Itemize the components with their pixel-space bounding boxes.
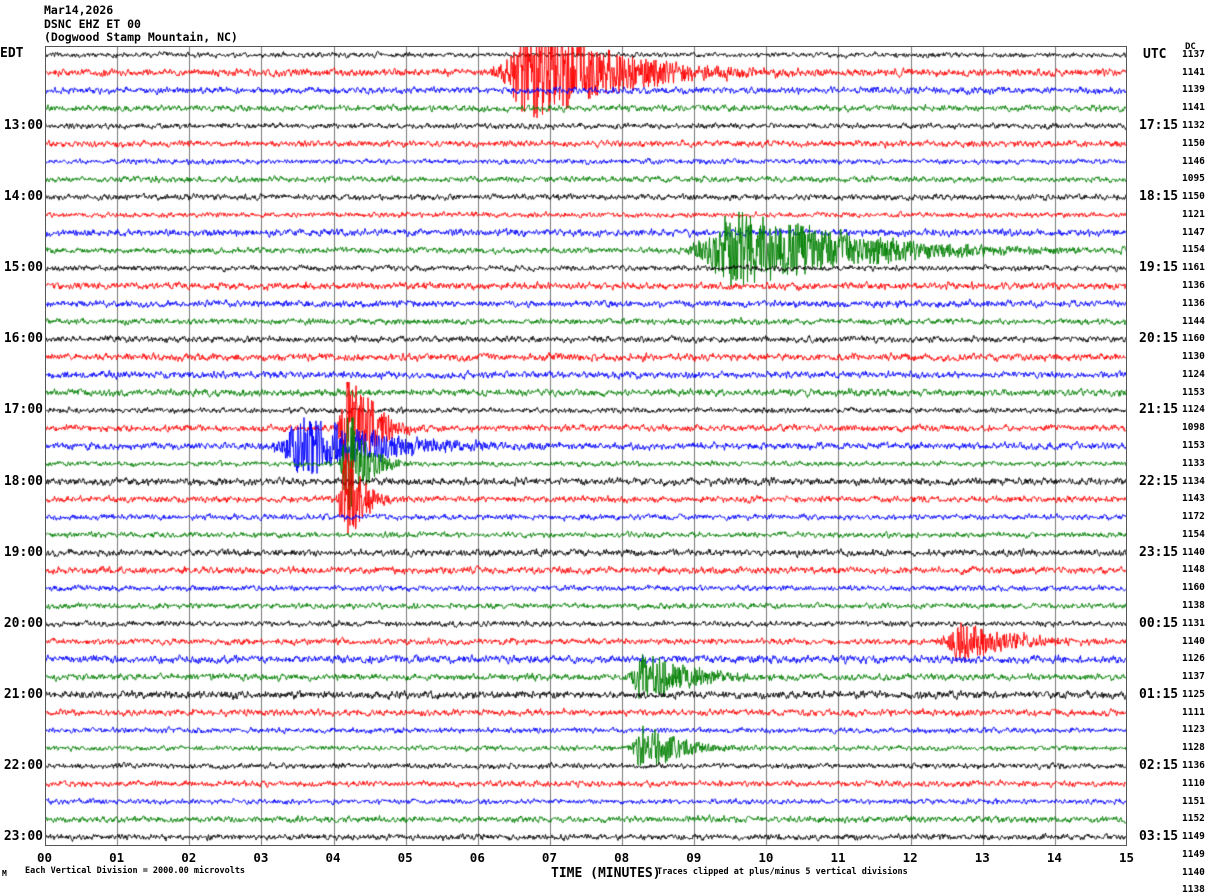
dc-value: 1161: [1182, 262, 1205, 274]
dc-value: 1148: [1182, 564, 1205, 576]
dc-value: 1124: [1182, 368, 1205, 380]
x-tick-label: 07: [541, 850, 557, 865]
dc-value: 1146: [1182, 155, 1205, 167]
seismogram-canvas: [45, 46, 1127, 846]
dc-value: 1095: [1182, 173, 1205, 185]
x-tick-label: 05: [397, 850, 413, 865]
dc-value: 1124: [1182, 404, 1205, 416]
dc-value: 1153: [1182, 440, 1205, 451]
dc-value: 1138: [1182, 884, 1205, 895]
dc-value: 1172: [1182, 511, 1205, 523]
edt-hour-label: 17:00: [3, 402, 43, 418]
utc-hour-label: 00:15: [1139, 615, 1179, 631]
x-tick-label: 03: [253, 850, 269, 865]
dc-value: 1150: [1182, 191, 1205, 203]
dc-column-label: DC: [1185, 42, 1196, 52]
x-tick-label: 11: [830, 850, 846, 865]
dc-value: 1110: [1182, 777, 1205, 789]
dc-value: 1141: [1182, 66, 1205, 78]
edt-hour-label: 14:00: [3, 189, 43, 205]
dc-value: 1138: [1182, 600, 1205, 611]
utc-hour-label: 23:15: [1139, 544, 1179, 560]
dc-value: 1141: [1182, 102, 1205, 114]
x-tick-label: 00: [37, 850, 53, 865]
utc-hour-label: 21:15: [1139, 402, 1179, 418]
x-tick-label: 06: [469, 850, 485, 865]
dc-value: 1131: [1182, 617, 1205, 629]
x-tick-label: 10: [758, 850, 774, 865]
utc-hour-label: 01:15: [1139, 686, 1179, 702]
header-station: DSNC EHZ ET 00: [44, 16, 141, 31]
edt-hour-label: 21:00: [3, 686, 43, 702]
dc-value: 1143: [1182, 493, 1205, 505]
x-tick-label: 15: [1119, 850, 1135, 865]
dc-value: 1137: [1182, 48, 1205, 60]
scale-footnote: Each Vertical Division = 2000.00 microvo…: [25, 866, 246, 876]
dc-value: 1151: [1182, 795, 1205, 807]
x-tick-label: 14: [1046, 850, 1062, 865]
utc-hour-label: 19:15: [1139, 260, 1179, 276]
dc-value: 1147: [1182, 226, 1205, 238]
utc-hour-label: 20:15: [1139, 331, 1179, 347]
utc-hour-label: 03:15: [1139, 829, 1179, 845]
dc-value: 1154: [1182, 244, 1205, 256]
x-tick-label: 08: [614, 850, 630, 865]
dc-value: 1154: [1182, 528, 1205, 540]
dc-value: 1140: [1182, 866, 1205, 878]
dc-value: 1121: [1182, 208, 1205, 220]
edt-hour-label: 13:00: [3, 118, 43, 133]
utc-hour-label: 22:15: [1139, 473, 1179, 489]
x-tick-label: 12: [902, 850, 918, 865]
edt-hour-label: 19:00: [3, 544, 43, 560]
edt-hour-label: 23:00: [3, 829, 43, 845]
utc-hour-label: 02:15: [1139, 758, 1179, 773]
x-tick-label: 01: [109, 850, 125, 865]
edt-hour-label: 15:00: [3, 260, 43, 276]
x-tick-label: 13: [974, 850, 990, 865]
dc-value: 1136: [1182, 297, 1205, 309]
right-timezone-label: UTC: [1143, 47, 1167, 62]
edt-hour-label: 22:00: [3, 758, 43, 773]
corner-mark: M: [2, 869, 7, 878]
utc-hour-label: 18:15: [1139, 189, 1179, 205]
dc-value: 1123: [1182, 724, 1205, 736]
dc-value: 1136: [1182, 760, 1205, 771]
header-block: Mar14,2026 DSNC EHZ ET 00 (Dogwood Stamp…: [44, 3, 238, 45]
x-tick-label: 02: [181, 850, 197, 865]
dc-value: 1132: [1182, 120, 1205, 131]
dc-value: 1136: [1182, 280, 1205, 291]
dc-value: 1140: [1182, 635, 1205, 647]
dc-value: 1140: [1182, 546, 1205, 558]
header-location: (Dogwood Stamp Mountain, NC): [44, 30, 238, 45]
dc-value: 1111: [1182, 706, 1205, 718]
dc-value: 1149: [1182, 831, 1205, 843]
left-timezone-label: EDT: [0, 46, 24, 61]
utc-hour-label: 17:15: [1139, 118, 1179, 133]
dc-value: 1125: [1182, 688, 1205, 700]
dc-value: 1153: [1182, 386, 1205, 398]
dc-value: 1160: [1182, 333, 1205, 345]
dc-value: 1128: [1182, 742, 1205, 754]
clipping-footnote: Traces clipped at plus/minus 5 vertical …: [657, 867, 908, 877]
dc-value: 1134: [1182, 475, 1205, 487]
edt-hour-label: 20:00: [3, 615, 43, 631]
dc-value: 1139: [1182, 84, 1205, 96]
dc-value: 1150: [1182, 137, 1205, 149]
x-tick-label: 04: [325, 850, 341, 865]
dc-value: 1149: [1182, 848, 1205, 860]
helicorder-plot[interactable]: [45, 46, 1127, 846]
header-date: Mar14,2026: [44, 3, 114, 17]
dc-value: 1144: [1182, 315, 1205, 327]
dc-value: 1133: [1182, 457, 1205, 469]
dc-value: 1160: [1182, 582, 1205, 594]
dc-value: 1098: [1182, 422, 1205, 434]
dc-value: 1126: [1182, 653, 1205, 665]
dc-value: 1137: [1182, 671, 1205, 683]
dc-value: 1130: [1182, 351, 1205, 363]
x-axis-title: TIME (MINUTES): [551, 866, 661, 881]
x-tick-label: 09: [686, 850, 702, 865]
edt-hour-label: 16:00: [3, 331, 43, 347]
dc-value: 1152: [1182, 813, 1205, 825]
edt-hour-label: 18:00: [3, 473, 43, 489]
